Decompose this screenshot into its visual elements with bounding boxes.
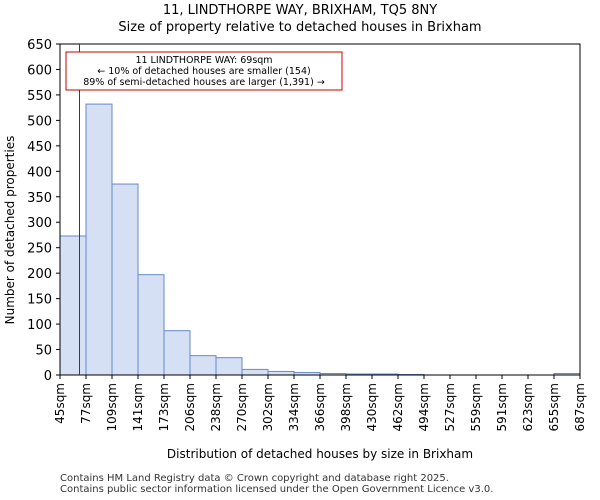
y-tick-label: 400	[27, 165, 52, 180]
x-tick-label: 527sqm	[443, 383, 457, 431]
x-tick-label: 655sqm	[547, 383, 561, 431]
y-tick-label: 0	[44, 369, 52, 384]
footer-attribution: Contains HM Land Registry data © Crown c…	[60, 473, 493, 495]
bar-109sqm	[111, 183, 139, 376]
footer-line-1: Contains HM Land Registry data © Crown c…	[60, 473, 449, 484]
x-tick-label: 623sqm	[521, 383, 535, 431]
bar-45sqm	[59, 235, 87, 376]
y-tick-label: 450	[27, 140, 52, 155]
y-tick-label: 50	[35, 344, 52, 359]
x-tick-label: 398sqm	[339, 383, 353, 431]
annotation-box	[65, 51, 343, 91]
x-tick-label: 334sqm	[287, 383, 301, 431]
bar-238sqm	[215, 357, 243, 376]
x-tick-label: 173sqm	[157, 383, 171, 431]
x-tick-label: 430sqm	[365, 383, 379, 431]
x-tick-label: 141sqm	[131, 383, 145, 431]
annotation-line-1: 11 LINDTHORPE WAY: 69sqm	[135, 55, 272, 66]
annotation-line-3: 89% of semi-detached houses are larger (…	[83, 77, 325, 88]
y-tick-label: 650	[27, 38, 52, 53]
x-tick-label: 109sqm	[105, 383, 119, 431]
x-tick-label: 238sqm	[209, 383, 223, 431]
y-tick-label: 500	[27, 114, 52, 129]
x-tick-label: 45sqm	[53, 383, 67, 424]
x-tick-label: 591sqm	[495, 383, 509, 431]
chart-subtitle: Size of property relative to detached ho…	[118, 20, 482, 35]
x-tick-label: 687sqm	[573, 383, 587, 431]
footer-line-2: Contains public sector information licen…	[60, 484, 494, 495]
y-tick-label: 200	[27, 267, 52, 282]
chart-title: 11, LINDTHORPE WAY, BRIXHAM, TQ5 8NY	[162, 3, 438, 18]
bar-141sqm	[137, 274, 165, 376]
bar-270sqm	[241, 368, 269, 376]
y-axis-label: Number of detached properties	[3, 136, 17, 325]
y-tick-label: 100	[27, 318, 52, 333]
y-tick-label: 300	[27, 216, 52, 231]
x-tick-label: 270sqm	[235, 383, 249, 431]
y-tick-label: 600	[27, 63, 52, 78]
bar-302sqm	[267, 370, 295, 376]
bar-173sqm	[163, 330, 191, 376]
y-tick-label: 550	[27, 89, 52, 104]
bar-206sqm	[189, 355, 217, 376]
x-tick-label: 494sqm	[417, 383, 431, 431]
annotation-line-2: ← 10% of detached houses are smaller (15…	[97, 66, 310, 77]
bar-77sqm	[85, 103, 113, 376]
x-tick-label: 302sqm	[261, 383, 275, 431]
x-tick-label: 366sqm	[313, 383, 327, 431]
x-axis-label: Distribution of detached houses by size …	[167, 447, 473, 461]
y-tick-label: 150	[27, 293, 52, 308]
x-tick-label: 206sqm	[183, 383, 197, 431]
y-tick-label: 250	[27, 242, 52, 257]
y-tick-label: 350	[27, 191, 52, 206]
x-tick-label: 462sqm	[391, 383, 405, 431]
x-tick-label: 77sqm	[79, 383, 93, 424]
x-tick-label: 559sqm	[469, 383, 483, 431]
